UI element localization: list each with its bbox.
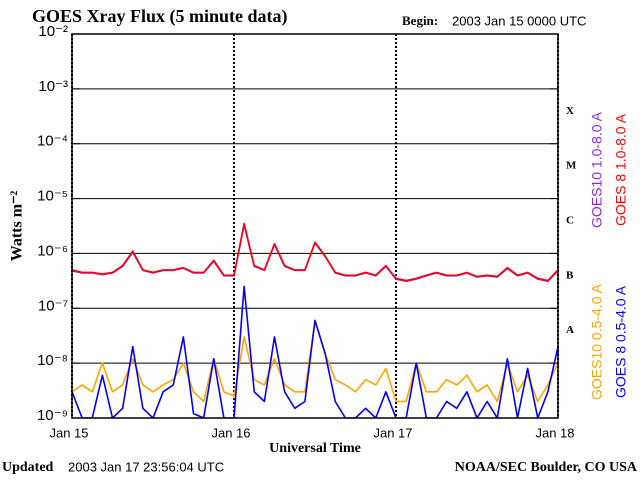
x-tick-label: Jan 18: [535, 425, 574, 440]
flare-class: C: [566, 215, 574, 227]
credit: NOAA/SEC Boulder, CO USA: [455, 460, 638, 475]
y-tick-label: 10⁻⁸: [37, 352, 68, 369]
series-line: [72, 222, 558, 282]
updated-time: 2003 Jan 17 23:56:04 UTC: [68, 459, 224, 474]
y-tick-label: 10⁻⁵: [37, 188, 68, 205]
flare-class: X: [566, 105, 574, 117]
legend-entry: GOES 8 1.0-8.0 A: [613, 113, 629, 226]
legend-entry: GOES10 1.0-8.0 A: [589, 111, 605, 228]
x-tick-label: Jan 16: [211, 425, 250, 440]
y-tick-label: 10⁻⁷: [38, 297, 68, 314]
flare-class: B: [566, 269, 574, 281]
legend-entry: GOES10 0.5-4.0 A: [589, 283, 605, 400]
y-tick-label: 10⁻⁹: [37, 407, 68, 424]
plot-frame: [71, 33, 559, 419]
y-tick-label: 10⁻⁶: [37, 242, 68, 259]
plot-area: [71, 33, 559, 419]
begin-time: 2003 Jan 15 0000 UTC: [452, 13, 586, 28]
y-tick-label: 10⁻⁴: [37, 133, 68, 150]
x-tick-label: Jan 15: [49, 425, 88, 440]
flare-class: M: [566, 160, 577, 172]
y-tick-label: 10⁻³: [38, 78, 68, 95]
updated-label: Updated: [2, 460, 54, 475]
x-tick-label: Jan 17: [373, 425, 412, 440]
x-axis-label: Universal Time: [269, 441, 361, 456]
chart-title: GOES Xray Flux (5 minute data): [32, 6, 288, 27]
series-line: [72, 285, 558, 418]
flare-class: A: [566, 324, 574, 336]
y-axis-label: Watts m⁻²: [9, 191, 26, 262]
series-layer: [72, 222, 558, 418]
begin-label: Begin:: [402, 13, 438, 28]
legend-entry: GOES 8 0.5-4.0 A: [613, 285, 629, 398]
y-tick-label: 10⁻²: [38, 23, 68, 40]
